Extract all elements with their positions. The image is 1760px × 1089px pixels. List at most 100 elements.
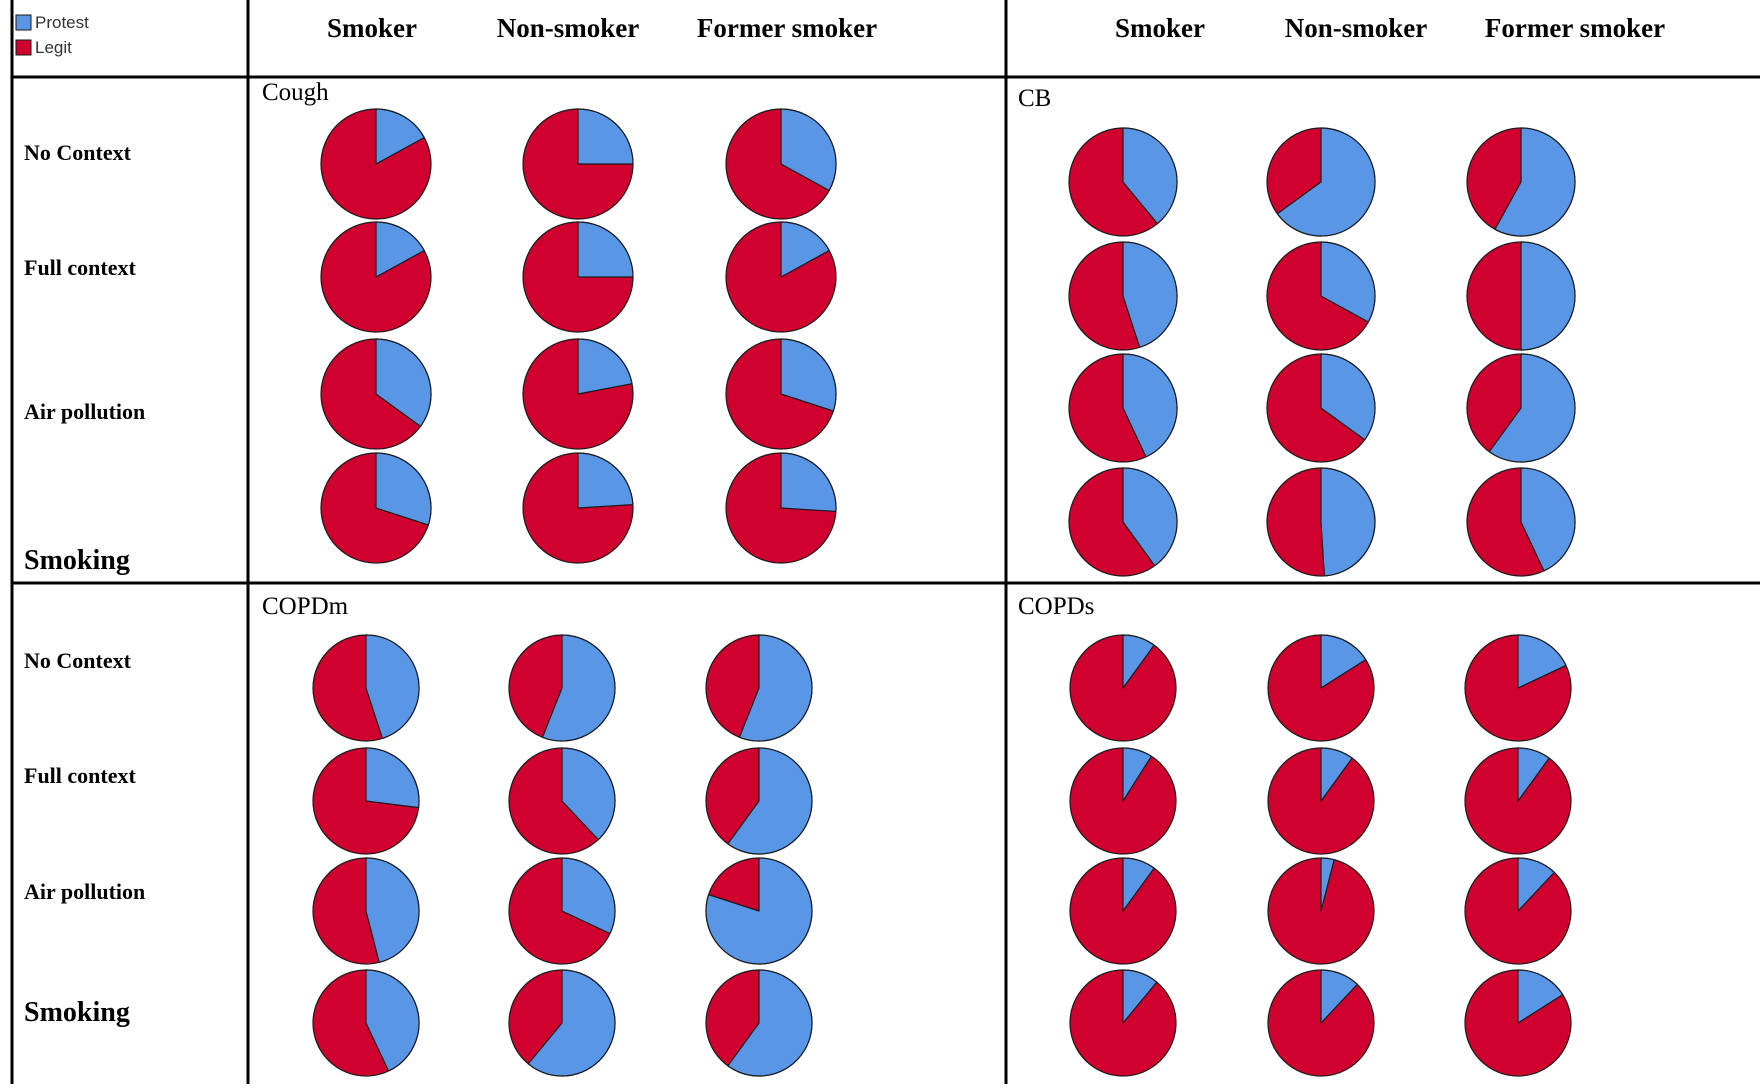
panel-title-copdm: COPDm bbox=[262, 593, 349, 620]
column-header-former-smoker: Former smoker bbox=[1485, 13, 1665, 43]
column-header-former-smoker: Former smoker bbox=[697, 13, 877, 43]
panel-title-cb: CB bbox=[1018, 85, 1051, 112]
pie-slice-protest bbox=[365, 857, 420, 963]
pie-cough-no-context-former-smoker bbox=[725, 108, 837, 220]
legend-swatch-protest bbox=[15, 14, 32, 31]
pie-copdm-smoking-non-smoker bbox=[508, 969, 616, 1077]
pie-slice-protest bbox=[727, 747, 813, 855]
pie-copdm-smoking-former-smoker bbox=[705, 969, 813, 1077]
pie-cough-smoking-non-smoker bbox=[522, 452, 634, 564]
pie-copds-air-pollution-non-smoker bbox=[1267, 857, 1375, 965]
column-header-smoker: Smoker bbox=[327, 13, 417, 43]
pie-cb-full-context-non-smoker bbox=[1266, 241, 1376, 351]
table-borders bbox=[10, 0, 1760, 1084]
pie-cb-no-context-former-smoker bbox=[1466, 127, 1576, 237]
legend: Protest Legit bbox=[15, 13, 89, 57]
pie-slice-protest bbox=[1320, 353, 1376, 441]
legend-label-legit: Legit bbox=[35, 38, 72, 57]
column-header-smoker: Smoker bbox=[1115, 13, 1205, 43]
row-labels-top: No Context Full context Air pollution Sm… bbox=[24, 140, 145, 576]
pie-slice-protest bbox=[375, 452, 432, 526]
pie-cough-full-context-non-smoker bbox=[522, 221, 634, 333]
panel-titles: Cough CB COPDm COPDs bbox=[262, 79, 1094, 620]
pie-copds-smoking-non-smoker bbox=[1267, 969, 1375, 1077]
pie-slice-protest bbox=[577, 108, 634, 165]
pie-slice-protest bbox=[705, 857, 813, 965]
pie-cb-no-context-smoker bbox=[1068, 127, 1178, 237]
pie-slice-protest bbox=[780, 108, 837, 192]
pie-copds-smoking-smoker bbox=[1069, 969, 1177, 1077]
row-label-no-context: No Context bbox=[24, 140, 132, 165]
pie-slice-protest bbox=[1488, 353, 1576, 463]
pie-copds-air-pollution-former-smoker bbox=[1464, 857, 1572, 965]
pie-cb-full-context-former-smoker bbox=[1466, 241, 1576, 351]
pie-cough-full-context-smoker bbox=[320, 221, 432, 333]
pie-cb-air-pollution-non-smoker bbox=[1266, 353, 1376, 463]
row-label-air-pollution: Air pollution bbox=[24, 879, 145, 904]
pie-cough-smoking-former-smoker bbox=[725, 452, 837, 564]
pie-slice-protest bbox=[375, 108, 425, 165]
pie-cb-air-pollution-smoker bbox=[1068, 353, 1178, 463]
pie-cb-full-context-smoker bbox=[1068, 241, 1178, 351]
pie-cough-no-context-non-smoker bbox=[522, 108, 634, 220]
pie-slice-protest bbox=[1320, 241, 1376, 323]
pie-slice-protest bbox=[1517, 747, 1550, 802]
pie-copdm-air-pollution-smoker bbox=[312, 857, 420, 965]
pie-slice-protest bbox=[365, 747, 420, 809]
pie-cough-no-context-smoker bbox=[320, 108, 432, 220]
row-label-no-context: No Context bbox=[24, 648, 132, 673]
pie-copds-full-context-non-smoker bbox=[1267, 747, 1375, 855]
pie-slice-protest bbox=[365, 634, 420, 740]
pie-slice-protest bbox=[780, 452, 837, 513]
pie-copdm-smoking-smoker bbox=[312, 969, 420, 1077]
pie-slice-protest bbox=[541, 634, 616, 742]
pie-slice-protest bbox=[1122, 353, 1178, 458]
pie-slice-protest bbox=[1122, 127, 1178, 225]
pie-copds-full-context-smoker bbox=[1069, 747, 1177, 855]
pie-slice-protest bbox=[1320, 634, 1367, 689]
pie-cb-smoking-non-smoker bbox=[1266, 467, 1376, 577]
pie-cough-air-pollution-non-smoker bbox=[522, 338, 634, 450]
pie-cb-smoking-former-smoker bbox=[1466, 467, 1576, 577]
legend-swatch-legit bbox=[15, 39, 32, 56]
pie-slice-protest bbox=[1520, 467, 1576, 572]
pie-slice-protest bbox=[1122, 969, 1158, 1024]
pie-slice-protest bbox=[577, 221, 634, 278]
pie-cough-full-context-former-smoker bbox=[725, 221, 837, 333]
pie-slice-protest bbox=[1320, 969, 1358, 1024]
pie-copds-full-context-former-smoker bbox=[1464, 747, 1572, 855]
pie-slice-protest bbox=[727, 969, 813, 1077]
pie-slice-protest bbox=[1122, 747, 1152, 802]
pie-copdm-no-context-former-smoker bbox=[705, 634, 813, 742]
legend-label-protest: Protest bbox=[35, 13, 89, 32]
pie-slice-protest bbox=[1494, 127, 1576, 237]
pie-slice-protest bbox=[1520, 241, 1576, 351]
pie-slice-protest bbox=[1517, 857, 1555, 912]
panel-title-copds: COPDs bbox=[1018, 593, 1094, 620]
row-label-smoking: Smoking bbox=[24, 997, 130, 1028]
column-headers: Smoker Non-smoker Former smoker Smoker N… bbox=[327, 13, 1665, 43]
pie-slice-protest bbox=[527, 969, 616, 1077]
pie-cough-smoking-smoker bbox=[320, 452, 432, 564]
pie-slice-protest bbox=[561, 857, 616, 935]
pie-cough-air-pollution-former-smoker bbox=[725, 338, 837, 450]
panel-title-cough: Cough bbox=[262, 79, 329, 106]
row-labels-bottom: No Context Full context Air pollution Sm… bbox=[24, 648, 145, 1028]
pie-cough-air-pollution-smoker bbox=[320, 338, 432, 450]
pie-slice-protest bbox=[375, 338, 432, 427]
pie-copdm-full-context-non-smoker bbox=[508, 747, 616, 855]
pie-copdm-no-context-non-smoker bbox=[508, 634, 616, 742]
column-header-non-smoker: Non-smoker bbox=[1285, 13, 1428, 43]
pie-cb-air-pollution-former-smoker bbox=[1466, 353, 1576, 463]
pie-copds-no-context-smoker bbox=[1069, 634, 1177, 742]
pie-copdm-full-context-smoker bbox=[312, 747, 420, 855]
pie-slice-protest bbox=[738, 634, 813, 742]
pie-slice-protest bbox=[1517, 969, 1564, 1024]
pie-slice-protest bbox=[780, 338, 837, 412]
row-label-smoking: Smoking bbox=[24, 545, 130, 576]
pie-slice-protest bbox=[561, 747, 616, 841]
pie-slice-protest bbox=[780, 221, 830, 278]
pie-cb-no-context-non-smoker bbox=[1266, 127, 1376, 237]
